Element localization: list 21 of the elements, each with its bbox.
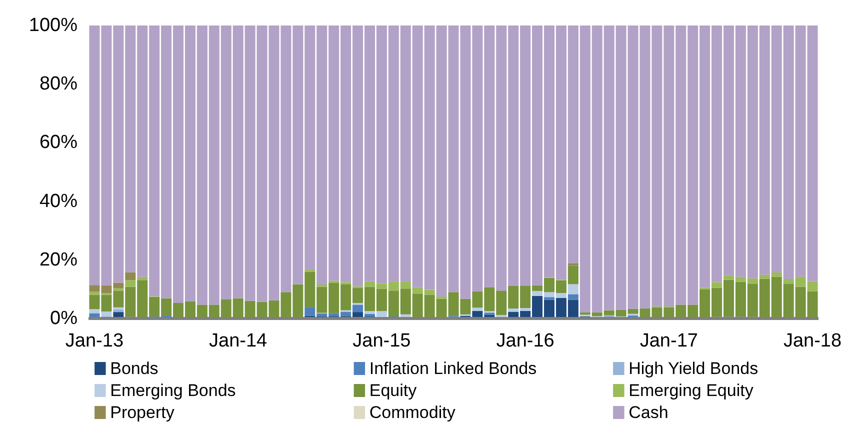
legend-label: Equity (369, 381, 418, 400)
y-tick-label: 60% (39, 132, 78, 154)
y-tick-label: 40% (39, 190, 78, 212)
y-tick-label: 20% (39, 249, 78, 270)
legend-label: High Yield Bonds (628, 359, 758, 378)
x-tick-label: Jan-18 (783, 330, 842, 352)
legend-label: Emerging Bonds (110, 381, 236, 400)
y-tick-label: 100% (28, 15, 78, 36)
x-tick-label: Jan-14 (209, 330, 268, 352)
legend-label: Bonds (110, 359, 158, 378)
legend-label: Cash (628, 403, 668, 422)
legend-label: Emerging Equity (628, 381, 754, 400)
x-tick-label: Jan-16 (496, 330, 554, 352)
legend-label: Inflation Linked Bonds (369, 359, 537, 378)
legend-label: Commodity (369, 403, 456, 422)
x-tick-label: Jan-17 (640, 330, 698, 352)
x-tick-label: Jan-13 (65, 330, 124, 352)
y-tick-label: 80% (39, 74, 78, 95)
x-tick-label: Jan-15 (352, 330, 411, 352)
legend-label: Property (110, 403, 175, 422)
y-tick-label: 0% (50, 308, 78, 329)
